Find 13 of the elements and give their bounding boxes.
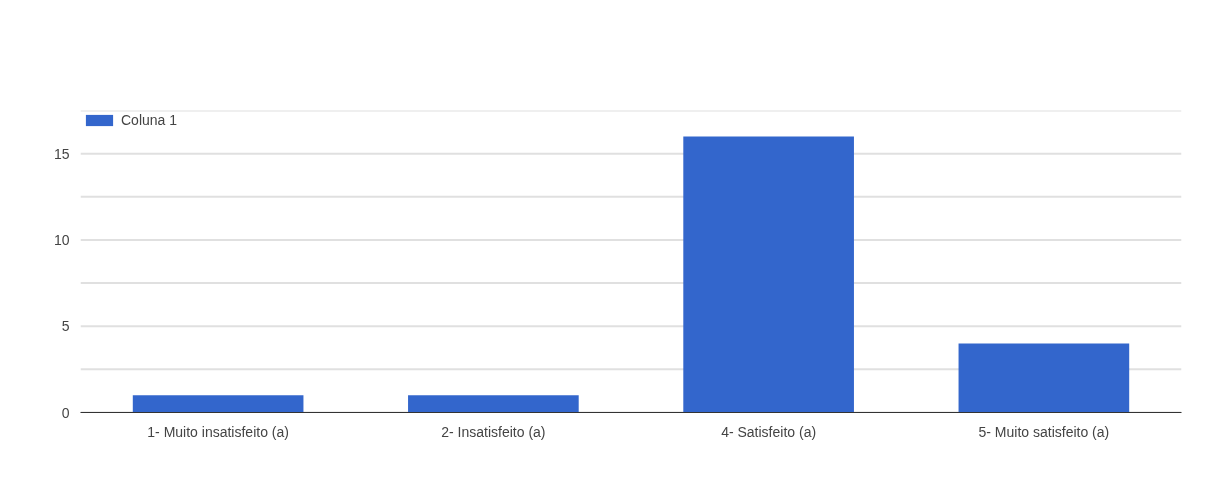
- y-tick-label: 10: [53, 231, 70, 248]
- bar: [132, 395, 304, 413]
- x-tick-label: 5- Muito satisfeito (a): [978, 423, 1110, 440]
- y-tick-label: 5: [61, 318, 70, 335]
- y-tick-label: 0: [61, 404, 70, 421]
- legend-label: Coluna 1: [121, 112, 178, 128]
- y-tick-label: 15: [53, 145, 70, 162]
- x-tick-label: 4- Satisfeito (a): [721, 423, 817, 440]
- bar: [958, 343, 1130, 413]
- x-tick-label: 2- Insatisfeito (a): [441, 423, 546, 440]
- bar: [683, 136, 854, 413]
- x-tick-label: 1- Muito insatisfeito (a): [147, 423, 289, 440]
- bar: [408, 395, 579, 413]
